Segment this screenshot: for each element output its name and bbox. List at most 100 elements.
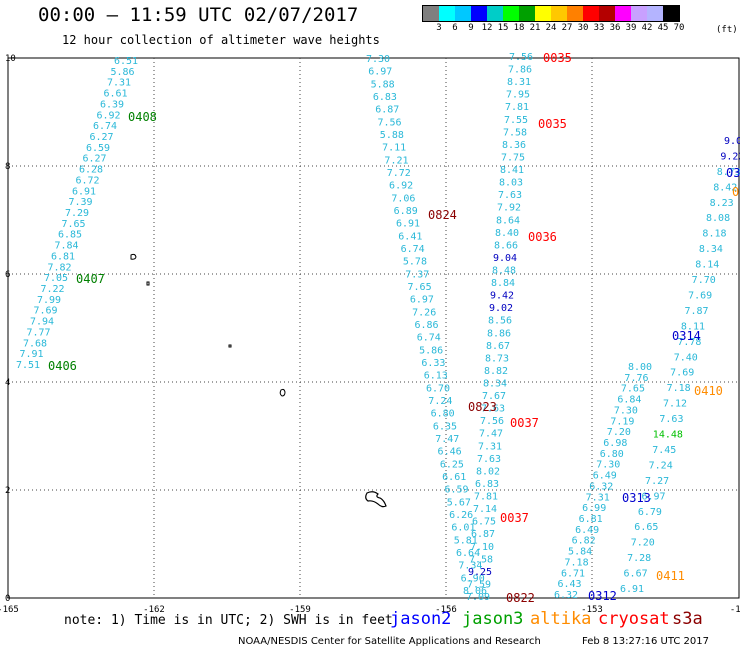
wave-height-value: 8.56 bbox=[488, 316, 512, 327]
wave-height-value: 6.27 bbox=[89, 132, 113, 143]
wave-height-value: 6.87 bbox=[375, 105, 399, 116]
wave-height-value: 7.19 bbox=[610, 416, 634, 427]
wave-height-value: 9.04 bbox=[493, 253, 517, 264]
wave-height-value: 6.97 bbox=[410, 295, 434, 306]
wave-height-value: 7.69 bbox=[688, 290, 712, 301]
wave-height-value: 7.30 bbox=[366, 54, 390, 65]
wave-height-value: 7.63 bbox=[481, 404, 505, 415]
wave-height-value: 8.42 bbox=[713, 182, 737, 193]
wave-height-value: 7.78 bbox=[677, 337, 701, 348]
wave-height-value: 6.43 bbox=[557, 579, 581, 590]
wave-height-value: 8.31 bbox=[507, 77, 531, 88]
time-label: 0035 bbox=[543, 51, 572, 65]
wave-height-value: 6.91 bbox=[396, 219, 420, 230]
time-label: 0411 bbox=[656, 569, 685, 583]
wave-height-value: 6.32 bbox=[554, 590, 578, 601]
wave-height-value: 6.97 bbox=[368, 67, 392, 78]
colorbar-label: 21 bbox=[529, 23, 541, 33]
wave-height-value: 5.88 bbox=[371, 79, 395, 90]
wave-height-value: 6.82 bbox=[572, 536, 596, 547]
wave-height-value: 6.89 bbox=[394, 206, 418, 217]
colorbar-cell bbox=[519, 6, 535, 21]
island-shape bbox=[279, 388, 286, 397]
wave-height-value: 6.83 bbox=[373, 92, 397, 103]
time-label: 0037 bbox=[510, 416, 539, 430]
colorbar-label: 27 bbox=[561, 23, 573, 33]
wave-height-value: 5.86 bbox=[110, 67, 134, 78]
wave-height-value: 7.45 bbox=[652, 445, 676, 456]
colorbar-label: 30 bbox=[577, 23, 589, 33]
wave-height-value: 7.31 bbox=[478, 441, 502, 452]
wave-height-value: 7.40 bbox=[674, 352, 698, 363]
wave-height-value: 7.06 bbox=[391, 193, 415, 204]
wave-height-value: 8.48 bbox=[492, 265, 516, 276]
colorbar-label: 42 bbox=[641, 23, 653, 33]
colorbar-label: 12 bbox=[481, 23, 493, 33]
wave-height-value: 6.46 bbox=[438, 447, 462, 458]
colorbar-cell bbox=[487, 6, 503, 21]
wave-height-value: 6.65 bbox=[634, 522, 658, 533]
wave-height-value: 8.73 bbox=[717, 167, 740, 178]
wave-height-value: 7.18 bbox=[565, 557, 589, 568]
wave-height-value: 6.71 bbox=[561, 568, 585, 579]
x-tick-label: -159 bbox=[289, 605, 311, 615]
island-shape bbox=[228, 344, 232, 348]
wave-height-value: 9.22 bbox=[720, 151, 740, 162]
wave-height-value: 7.69 bbox=[670, 368, 694, 379]
x-tick-label: -15 bbox=[730, 605, 740, 615]
wave-height-value: 9.02 bbox=[489, 303, 513, 314]
wave-height-value: 8.14 bbox=[695, 260, 719, 271]
colorbar-unit: (ft) bbox=[716, 25, 738, 35]
time-label: 0 bbox=[732, 185, 739, 199]
wave-height-value: 7.14 bbox=[473, 504, 497, 515]
wave-height-value: 7.76 bbox=[624, 373, 648, 384]
wave-height-value: 6.92 bbox=[96, 110, 120, 121]
legend-cryosat: cryosat bbox=[598, 609, 670, 629]
wave-height-value: 7.68 bbox=[23, 338, 47, 349]
wave-height-value: 7.81 bbox=[505, 102, 529, 113]
wave-height-value: 6.26 bbox=[449, 510, 473, 521]
wave-height-value: 6.59 bbox=[86, 143, 110, 154]
wave-height-value: 7.94 bbox=[30, 317, 54, 328]
y-tick-label: 0 bbox=[5, 594, 10, 604]
wave-height-value: 7.69 bbox=[33, 306, 57, 317]
wave-height-value: 7.34 bbox=[458, 561, 482, 572]
wave-height-value: 6.28 bbox=[79, 165, 103, 176]
wave-height-value: 6.90 bbox=[461, 573, 485, 584]
wave-height-value: 7.26 bbox=[412, 307, 436, 318]
wave-height-value: 7.56 bbox=[378, 117, 402, 128]
wave-height-value: 8.08 bbox=[706, 213, 730, 224]
wave-height-value: 6.25 bbox=[440, 459, 464, 470]
wave-height-value: 6.81 bbox=[51, 251, 75, 262]
wave-height-value: 7.56 bbox=[509, 52, 533, 63]
wave-height-value: 6.75 bbox=[472, 517, 496, 528]
wave-height-value: 7.22 bbox=[40, 284, 64, 295]
colorbar-label: 70 bbox=[673, 23, 685, 33]
wave-height-value: 7.10 bbox=[470, 542, 494, 553]
wave-height-value: 9.25 bbox=[468, 567, 492, 578]
wave-height-value: 7.11 bbox=[382, 143, 406, 154]
wave-height-value: 8.66 bbox=[494, 240, 518, 251]
wave-height-value: 7.18 bbox=[667, 383, 691, 394]
wave-height-value: 7.87 bbox=[685, 306, 709, 317]
x-tick-label: -153 bbox=[581, 605, 603, 615]
time-label: 0312 bbox=[588, 589, 617, 603]
wave-height-value: 8.00 bbox=[628, 362, 652, 373]
colorbar-label: 9 bbox=[468, 23, 474, 33]
wave-height-value: 7.92 bbox=[497, 203, 521, 214]
wave-height-value: 6.27 bbox=[82, 154, 106, 165]
y-tick-label: 2 bbox=[5, 486, 10, 496]
wave-height-value: 8.67 bbox=[486, 341, 510, 352]
wave-height-value: 6.61 bbox=[442, 472, 466, 483]
colorbar-cell bbox=[423, 6, 439, 21]
wave-height-value: 6.74 bbox=[401, 244, 425, 255]
time-label: 0035 bbox=[538, 117, 567, 131]
time-label: 0408 bbox=[128, 110, 157, 124]
colorbar-label: 24 bbox=[545, 23, 557, 33]
colorbar-cell bbox=[647, 6, 663, 21]
wave-height-value: 7.05 bbox=[44, 273, 68, 284]
wave-height-value: 8.73 bbox=[485, 353, 509, 364]
wave-height-value: 5.86 bbox=[419, 345, 443, 356]
wave-height-value: 6.39 bbox=[100, 99, 124, 110]
